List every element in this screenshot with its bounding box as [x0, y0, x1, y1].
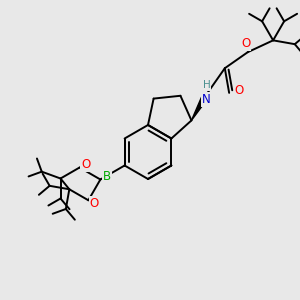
Text: O: O [81, 158, 90, 171]
Text: B: B [103, 170, 111, 183]
Text: H: H [202, 80, 210, 91]
Text: N: N [202, 93, 211, 106]
Text: O: O [241, 37, 250, 50]
Text: O: O [90, 197, 99, 210]
Text: O: O [235, 84, 244, 98]
Polygon shape [191, 93, 209, 120]
